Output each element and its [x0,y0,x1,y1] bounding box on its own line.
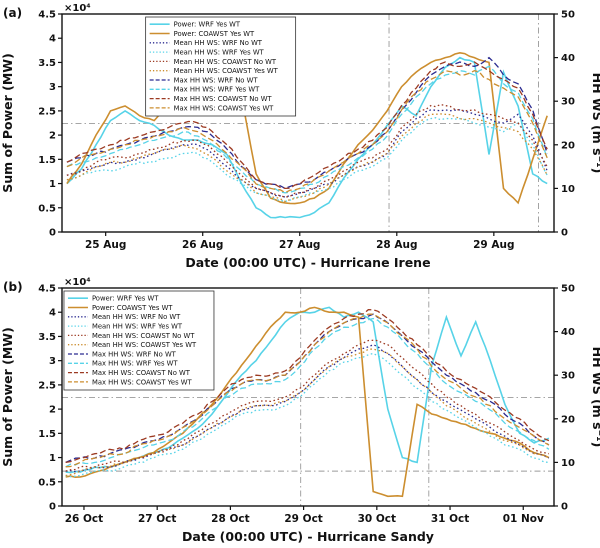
y-tick-label-left: 3 [49,82,56,93]
series-line-2 [66,109,548,198]
x-tick-label: 27 Oct [138,513,176,525]
legend-box [145,16,297,117]
y-axis-label-left: Sum of Power (MW) [0,327,15,467]
legend-entry-label-3: Mean HH WS: WRF Yes WT [92,323,183,331]
y-tick-label-left: 1 [49,453,56,464]
y-tick-label-left: 3.5 [38,58,56,69]
legend-entry-label-3: Mean HH WS: WRF Yes WT [174,49,265,57]
series-line-6 [66,56,548,190]
legend-entry-label-2: Mean HH WS: WRF No WT [174,39,263,47]
legend-entry-label-0: Power: WRF Yes WT [174,21,241,29]
y-tick-label-left: 4 [49,308,56,319]
y-tick-label-left: 4 [49,34,56,45]
y-tick-label-right: 30 [561,371,575,382]
legend-entry-label-0: Power: WRF Yes WT [92,295,159,303]
x-tick-label: 26 Oct [65,513,103,525]
y-tick-label-right: 30 [561,97,575,108]
y-tick-label-left: 1 [49,179,56,190]
y-tick-label-right: 20 [561,140,575,151]
series-line-9 [65,313,550,468]
x-tick-label: 01 Nov [503,513,544,525]
y-tick-label-left: 1.5 [38,155,56,166]
y-tick-label-left: 1.5 [38,429,56,440]
x-tick-label: 30 Oct [358,513,396,525]
y-tick-label-right: 0 [561,228,568,239]
series-line-8 [65,309,550,464]
series-line-3 [66,117,548,203]
legend-entry-label-8: Max HH WS: COAWST No WT [174,95,273,103]
y-tick-label-right: 20 [561,414,575,425]
legend-entry-label-6: Max HH WS: WRF No WT [174,76,259,84]
series-line-7 [65,317,550,468]
y-tick-label-left: 0 [49,228,56,239]
series-line-5 [65,348,550,477]
legend-entry-label-7: Max HH WS: WRF Yes WT [174,86,260,94]
y-tick-label-right: 10 [561,458,575,469]
series-line-3 [65,352,549,478]
y-tick-label-left: 0.5 [38,477,56,488]
series-line-0 [66,56,548,219]
x-axis-label: Date (00:00 UTC) - Hurricane Irene [185,255,430,270]
y-tick-label-right: 0 [561,502,568,513]
legend-entry-label-2: Mean HH WS: WRF No WT [92,313,181,321]
legend-entry-label-4: Mean HH WS: COAWST No WT [92,332,195,340]
y-tick-label-left: 0 [49,502,56,513]
x-tick-label: 31 Oct [431,513,469,525]
legend-entry-label-7: Max HH WS: WRF Yes WT [92,360,178,368]
y-tick-label-left: 3 [49,356,56,367]
y-tick-label-left: 2 [49,405,56,416]
y-tick-label-left: 3.5 [38,332,56,343]
x-tick-label: 26 Aug [182,239,223,251]
x-tick-label: 25 Aug [85,239,126,251]
series-line-1 [66,47,548,205]
y-axis-label-left: Sum of Power (MW) [0,53,15,193]
axis-offset-label: ×10⁴ [64,3,91,14]
y-tick-label-right: 10 [561,184,575,195]
legend-entry-label-9: Max HH WS: COAWST Yes WT [92,378,193,386]
y-axis-label-right: HH WS (m s⁻¹) [590,73,600,174]
legend-entry-label-9: Max HH WS: COAWST Yes WT [174,104,275,112]
y-tick-label-right: 40 [561,327,575,338]
hurricane-irene-chart: 0 0.5 1 1.5 2 2.5 3 3.5 4 4.5 0 10 20 30 40 50 25 Aug 26 … [0,3,600,270]
y-tick-label-right: 50 [561,10,575,21]
plot-frame [61,287,555,507]
legend-entry-label-1: Power: COAWST Yes WT [92,304,173,312]
x-tick-label: 27 Aug [279,239,320,251]
y-tick-label-left: 2.5 [38,380,56,391]
y-tick-label-left: 4.5 [38,284,56,295]
legend-entry-label-4: Mean HH WS: COAWST No WT [174,58,277,66]
series-line-6 [65,313,550,463]
series-line-4 [65,339,550,472]
panel-tag: (b) [3,280,23,294]
hurricane-sandy-chart: 0 0.5 1 1.5 2 2.5 3 3.5 4 4.5 0 10 20 30 40 50 26 Oct 27 … [0,277,600,544]
series-line-9 [66,70,548,194]
plot-frame [61,13,555,233]
y-tick-label-right: 40 [561,53,575,64]
x-axis-label: Date (00:00 UTC) - Hurricane Sandy [182,529,434,544]
x-tick-label: 28 Aug [376,239,417,251]
legend-entry-label-5: Mean HH WS: COAWST Yes WT [174,67,279,75]
legend-entry-label-8: Max HH WS: COAWST No WT [92,369,191,377]
series-line-8 [66,61,548,190]
series-line-2 [65,343,550,473]
y-tick-label-right: 50 [561,284,575,295]
legend-entry-label-6: Max HH WS: WRF No WT [92,350,177,358]
series-line-7 [66,65,548,194]
legend-box [63,290,215,391]
series-line-4 [66,103,548,198]
x-tick-label: 28 Oct [211,513,249,525]
y-axis-label-right: HH WS (m s⁻¹) [590,347,600,448]
panel-tag: (a) [3,6,22,20]
y-tick-label-left: 2.5 [38,106,56,117]
x-tick-label: 29 Aug [473,239,514,251]
x-tick-label: 29 Oct [284,513,322,525]
legend-entry-label-1: Power: COAWST Yes WT [174,30,255,38]
y-tick-label-left: 4.5 [38,10,56,21]
y-tick-label-left: 2 [49,131,56,142]
axis-offset-label: ×10⁴ [64,277,91,288]
legend-entry-label-5: Mean HH WS: COAWST Yes WT [92,341,197,349]
y-tick-label-left: 0.5 [38,203,56,214]
